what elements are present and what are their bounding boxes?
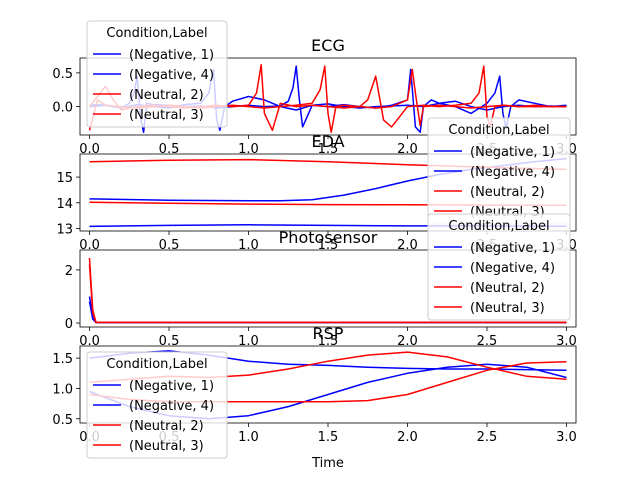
x-tick-label: 0.0 bbox=[79, 334, 100, 349]
y-tick-label: 2 bbox=[65, 264, 73, 279]
legend-box bbox=[86, 351, 228, 459]
legend-entry: (Negative, 1) bbox=[129, 379, 214, 394]
legend-entry: (Negative, 1) bbox=[129, 48, 214, 63]
legend-entry: (Neutral, 2) bbox=[129, 419, 204, 434]
series-line-neutral-3 bbox=[88, 264, 567, 324]
legend: Condition,Label (Negative, 1) (Negative, 4… bbox=[427, 117, 571, 225]
x-tick-label: 2.0 bbox=[397, 238, 418, 253]
y-tick-label: 1.5 bbox=[52, 352, 73, 367]
legend-entry: (Neutral, 3) bbox=[470, 301, 545, 316]
x-tick-label: 1.0 bbox=[238, 142, 259, 157]
x-tick-label: 1.0 bbox=[238, 238, 259, 253]
legend-entry: (Negative, 4) bbox=[470, 165, 555, 180]
legend-entry: (Negative, 4) bbox=[470, 261, 555, 276]
x-tick-label: 2.0 bbox=[397, 142, 418, 157]
legend: Condition,Label (Negative, 1) (Negative, 4… bbox=[86, 20, 228, 128]
y-tick-label: 15 bbox=[56, 171, 73, 186]
x-tick-label: 2.5 bbox=[477, 430, 498, 445]
x-tick-label: 1.5 bbox=[318, 142, 339, 157]
subplot-title: Photosensor bbox=[279, 228, 378, 247]
y-tick-label: 0.5 bbox=[52, 413, 73, 428]
legend-box bbox=[427, 213, 571, 321]
legend-title: Condition,Label bbox=[448, 123, 549, 138]
x-tick-label: 3.0 bbox=[556, 430, 577, 445]
legend-entry: (Neutral, 2) bbox=[470, 281, 545, 296]
x-tick-label: 1.0 bbox=[238, 430, 259, 445]
x-tick-label: 1.0 bbox=[238, 334, 259, 349]
x-tick-label: 0.5 bbox=[159, 142, 180, 157]
x-tick-label: 2.0 bbox=[397, 430, 418, 445]
legend-entry: (Neutral, 2) bbox=[129, 88, 204, 103]
x-tick-label: 1.5 bbox=[318, 430, 339, 445]
x-tick-label: 2.0 bbox=[397, 334, 418, 349]
x-tick-label: 3.0 bbox=[556, 334, 577, 349]
x-tick-label: 0.5 bbox=[159, 238, 180, 253]
subplot-title: EDA bbox=[311, 132, 344, 151]
legend-entry: (Negative, 1) bbox=[470, 145, 555, 160]
y-tick-label: 13 bbox=[56, 222, 73, 237]
legend-title: Condition,Label bbox=[448, 219, 549, 234]
legend-entry: (Neutral, 2) bbox=[470, 185, 545, 200]
y-tick-label: 1.0 bbox=[52, 382, 73, 397]
subplot-title: RSP bbox=[313, 324, 344, 343]
subplot-photosensor: 0.0 0.5 1.0 1.5 2.0 2.5 3.0 0 2 Photosensor bbox=[65, 228, 577, 349]
x-tick-label: 2.5 bbox=[477, 334, 498, 349]
legend: Condition,Label (Negative, 1) (Negative, 4… bbox=[86, 351, 228, 459]
legend-entry: (Negative, 1) bbox=[470, 241, 555, 256]
x-tick-label: 1.5 bbox=[318, 334, 339, 349]
x-tick-label: 0.5 bbox=[159, 334, 180, 349]
legend-entry: (Negative, 4) bbox=[129, 68, 214, 83]
legend-entry: (Negative, 4) bbox=[129, 399, 214, 414]
y-tick-label: 14 bbox=[56, 197, 73, 212]
x-axis-label: Time bbox=[311, 456, 344, 471]
legend-entry: (Neutral, 3) bbox=[129, 439, 204, 454]
legend-box bbox=[86, 20, 228, 128]
y-tick-label: 0 bbox=[65, 317, 73, 332]
legend-title: Condition,Label bbox=[106, 357, 207, 372]
y-tick-label: 0.0 bbox=[52, 101, 73, 116]
subplot-title: ECG bbox=[311, 36, 345, 55]
legend: Condition,Label (Negative, 1) (Negative, 4… bbox=[427, 213, 571, 321]
legend-title: Condition,Label bbox=[106, 26, 207, 41]
x-tick-label: 0.0 bbox=[79, 238, 100, 253]
y-tick-label: 0.5 bbox=[52, 67, 73, 82]
legend-entry: (Neutral, 3) bbox=[129, 108, 204, 123]
x-tick-label: 0.0 bbox=[79, 142, 100, 157]
x-tick-label: 1.5 bbox=[318, 238, 339, 253]
series-line-negative-0 bbox=[89, 350, 567, 372]
